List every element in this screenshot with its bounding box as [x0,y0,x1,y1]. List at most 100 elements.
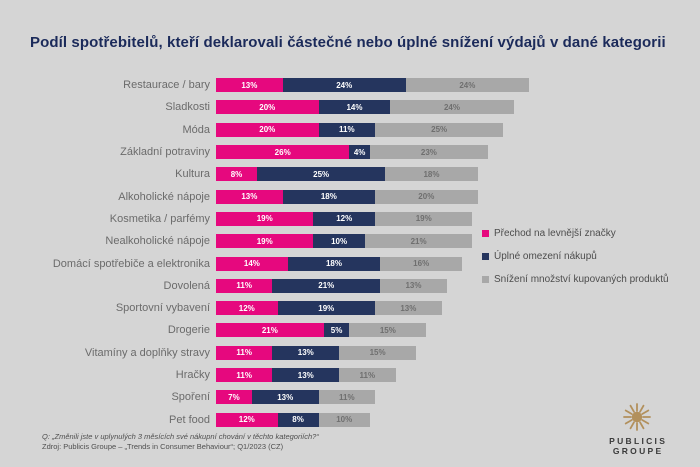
legend-swatch-gray-icon [482,276,489,283]
chart-row: Základní potraviny 26% 4% 23% [30,141,529,163]
chart-row: Alkoholické nápoje 13% 18% 20% [30,185,529,207]
bar-segment: 25% [257,167,386,182]
value-label: 13% [297,348,314,358]
value-label: 19% [318,303,335,313]
value-label: 21% [410,236,427,246]
category-label: Základní potraviny [120,146,210,159]
bar-segment: 20% [375,189,478,204]
stacked-bar: 19% 10% 21% [216,234,473,249]
chart-row: Hračky 11% 13% 11% [30,364,529,386]
value-label: 8% [230,169,243,179]
chart-row: Dovolená 11% 21% 13% [30,275,529,297]
value-label: 20% [418,192,435,202]
bar-segment: 13% [216,189,283,204]
value-label: 24% [459,80,476,90]
value-label: 4% [353,147,366,157]
stacked-bar: 12% 19% 13% [216,301,442,316]
bar-segment: 18% [282,189,376,204]
stacked-bar: 13% 18% 20% [216,189,478,204]
bar-segment: 12% [313,211,376,226]
legend-item: Úplné omezení nákupů [482,251,669,262]
stacked-bar: 7% 13% 11% [216,390,376,405]
bar-segment: 18% [287,256,381,271]
category-label: Drogerie [167,324,210,337]
value-label: 13% [400,303,417,313]
bar-segment: 13% [216,78,283,93]
stacked-bar: 21% 5% 15% [216,323,427,338]
bar-segment: 11% [216,278,273,293]
value-label: 7% [228,392,240,402]
value-label: 10% [331,236,348,246]
value-label: 24% [336,80,353,90]
bar-segment: 13% [272,345,340,360]
chart-row: Spoření 7% 13% 11% [30,386,529,408]
lion-emblem-icon [600,402,674,436]
value-label: 12% [238,415,255,425]
logo-line2: GROUPE [612,446,664,456]
bar-segment: 14% [318,100,391,115]
value-label: 11% [236,348,252,358]
value-label: 18% [325,259,342,269]
value-label: 11% [236,370,252,380]
bar-segment: 15% [349,323,427,338]
bar-segment: 5% [323,323,350,338]
value-label: 10% [336,415,353,425]
bar-segment: 19% [216,234,314,249]
category-label: Kosmetika / parfémy [109,212,210,225]
stacked-bar: 19% 12% 19% [216,211,473,226]
category-label: Kultura [175,168,210,181]
value-label: 25% [431,125,448,135]
bar-segment: 26% [216,145,350,160]
value-label: 19% [415,214,432,224]
bar-segment: 16% [380,256,463,271]
chart-row: Sportovní vybavení 12% 19% 13% [30,297,529,319]
stacked-bar: 13% 24% 24% [216,78,529,93]
category-label: Alkoholické nápoje [118,190,210,203]
value-label: 13% [241,80,258,90]
bar-segment: 15% [339,345,417,360]
value-label: 5% [330,325,343,335]
bar-segment: 23% [369,145,488,160]
bar-segment: 11% [339,368,396,382]
bar-segment: 20% [216,100,319,115]
legend-item: Přechod na levnější značky [482,228,669,239]
value-label: 23% [420,147,437,157]
chart-row: Drogerie 21% 5% 15% [30,319,529,341]
category-label: Pet food [169,413,210,426]
stacked-bar: 12% 8% 10% [216,412,370,427]
value-label: 24% [443,102,460,112]
category-label: Domácí spotřebiče a elektronika [52,257,210,270]
chart-row: Domácí spotřebiče a elektronika 14% 18% 16% [30,252,529,274]
category-label: Sportovní vybavení [115,302,210,315]
value-label: 13% [297,370,314,380]
bar-segment: 21% [364,234,473,249]
value-label: 20% [259,125,276,135]
value-label: 25% [313,169,330,179]
stacked-bar: 14% 18% 16% [216,256,463,271]
page-title: Podíl spotřebitelů, kteří deklarovali čá… [30,34,666,51]
stacked-bar: 26% 4% 23% [216,145,488,160]
chart-row: Kosmetika / parfémy 19% 12% 19% [30,208,529,230]
bar-segment: 21% [272,278,381,293]
bar-segment: 21% [216,323,324,338]
legend-item: Snížení množství kupovaných produktů [482,274,669,285]
bar-segment: 8% [277,412,319,427]
value-label: 18% [320,192,337,202]
chart-row: Nealkoholické nápoje 19% 10% 21% [30,230,529,252]
bar-chart: Restaurace / bary 13% 24% 24% Sladkosti 20% 14… [30,74,529,431]
bar-segment: 12% [216,412,278,427]
bar-segment: 11% [318,122,376,137]
value-label: 11% [236,281,252,291]
bar-segment: 13% [272,368,340,382]
bar-segment: 24% [282,78,406,93]
stacked-bar: 20% 11% 25% [216,122,504,137]
bar-segment: 13% [380,278,447,293]
bar-segment: 11% [216,345,273,360]
category-label: Hračky [175,369,210,381]
bar-segment: 12% [216,301,278,316]
value-label: 15% [369,348,386,358]
value-label: 20% [259,102,276,112]
stacked-bar: 11% 13% 11% [216,368,396,382]
category-label: Dovolená [163,279,210,292]
